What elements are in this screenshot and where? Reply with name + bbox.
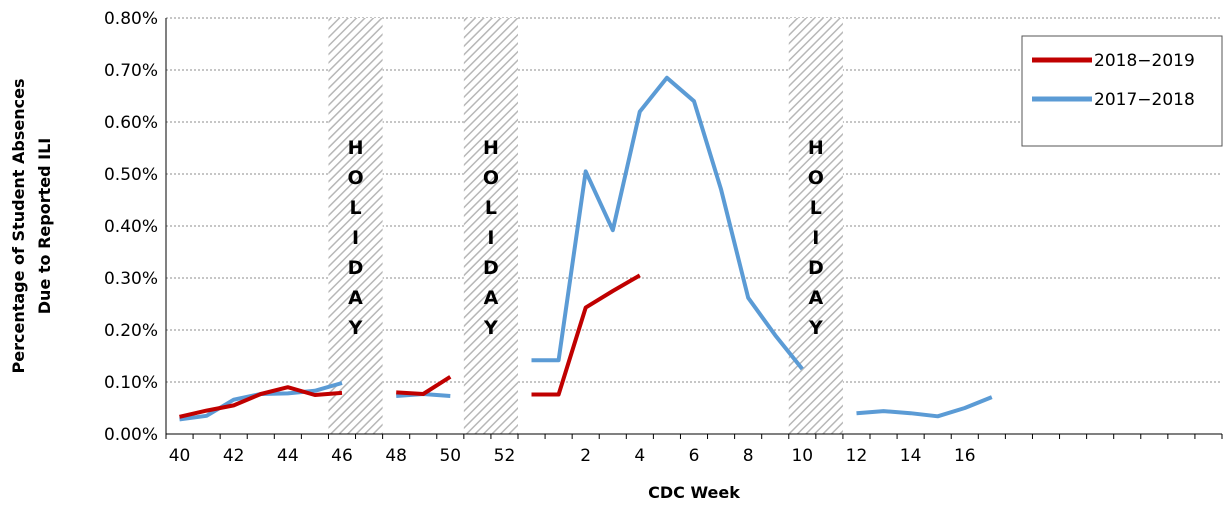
axes: 0.00% 0.10% 0.20% 0.30% 0.40% 0.50% 0.60% 0.70%… — [104, 9, 1223, 466]
series-line — [179, 385, 343, 419]
holiday-band — [463, 18, 518, 434]
y-tick-label: 0.80% — [104, 9, 158, 29]
series-line — [856, 395, 993, 419]
y-tick-label: 0.00% — [104, 425, 158, 445]
holiday-letter: I — [487, 227, 494, 249]
holiday-letter: L — [349, 197, 361, 219]
x-tick-label: 44 — [277, 446, 299, 466]
x-tick-label: 46 — [331, 446, 353, 466]
x-tick-label: 40 — [169, 446, 191, 466]
series-line — [396, 375, 452, 396]
holiday-letter: O — [347, 167, 363, 189]
holiday-letter: A — [484, 287, 499, 309]
x-tick-label: 42 — [223, 446, 245, 466]
x-tick-label: 16 — [954, 446, 976, 466]
holiday-letter: D — [808, 257, 824, 279]
y-tick-label: 0.20% — [104, 321, 158, 341]
holiday-letter: H — [348, 137, 364, 159]
x-tick-label: 50 — [439, 446, 461, 466]
holiday-letter: I — [812, 227, 819, 249]
series-line — [179, 381, 343, 422]
x-tick-label: 14 — [900, 446, 922, 466]
y-tick-label: 0.70% — [104, 61, 158, 81]
legend-label: 2018−2019 — [1094, 51, 1195, 71]
y-tick-label: 0.30% — [104, 269, 158, 289]
y-axis-title: Percentage of Student Absences — [9, 79, 28, 374]
holiday-letter: H — [808, 137, 824, 159]
series-line — [531, 273, 641, 397]
axis-titles: CDC Week Percentage of Student Absences Du… — [9, 79, 740, 502]
holiday-letter: I — [352, 227, 359, 249]
legend-label: 2017−2018 — [1094, 90, 1195, 110]
x-axis-title: CDC Week — [648, 483, 740, 502]
x-tick-label: 2 — [580, 446, 591, 466]
holiday-letter: D — [483, 257, 499, 279]
holiday-letter: Y — [348, 317, 363, 339]
legend-box — [1021, 35, 1223, 147]
holiday-letter: O — [483, 167, 499, 189]
holiday-letter: A — [348, 287, 363, 309]
holiday-letter: H — [483, 137, 499, 159]
holiday-letter: L — [485, 197, 497, 219]
y-tick-label: 0.60% — [104, 113, 158, 133]
series-lines — [179, 75, 993, 422]
holiday-letter: L — [810, 197, 822, 219]
x-tick-label: 48 — [385, 446, 407, 466]
y-tick-label: 0.50% — [104, 165, 158, 185]
x-tick-label: 10 — [791, 446, 813, 466]
x-tick-label: 6 — [689, 446, 700, 466]
holiday-letter: D — [348, 257, 364, 279]
legend: 2018−2019 2017−2018 — [1021, 35, 1223, 147]
x-tick-label: 12 — [846, 446, 868, 466]
y-axis-title-line2: Due to Reported ILI — [35, 138, 54, 314]
holiday-band — [788, 18, 843, 434]
series-line — [531, 75, 804, 371]
y-tick-label: 0.40% — [104, 217, 158, 237]
x-tick-label: 4 — [634, 446, 645, 466]
holiday-letter: A — [808, 287, 823, 309]
x-tick-label: 52 — [494, 446, 516, 466]
holiday-letter: Y — [808, 317, 823, 339]
holiday-band — [328, 18, 383, 434]
y-tick-label: 0.10% — [104, 373, 158, 393]
holiday-letter: Y — [483, 317, 498, 339]
x-tick-label: 8 — [743, 446, 754, 466]
holiday-letter: O — [808, 167, 824, 189]
